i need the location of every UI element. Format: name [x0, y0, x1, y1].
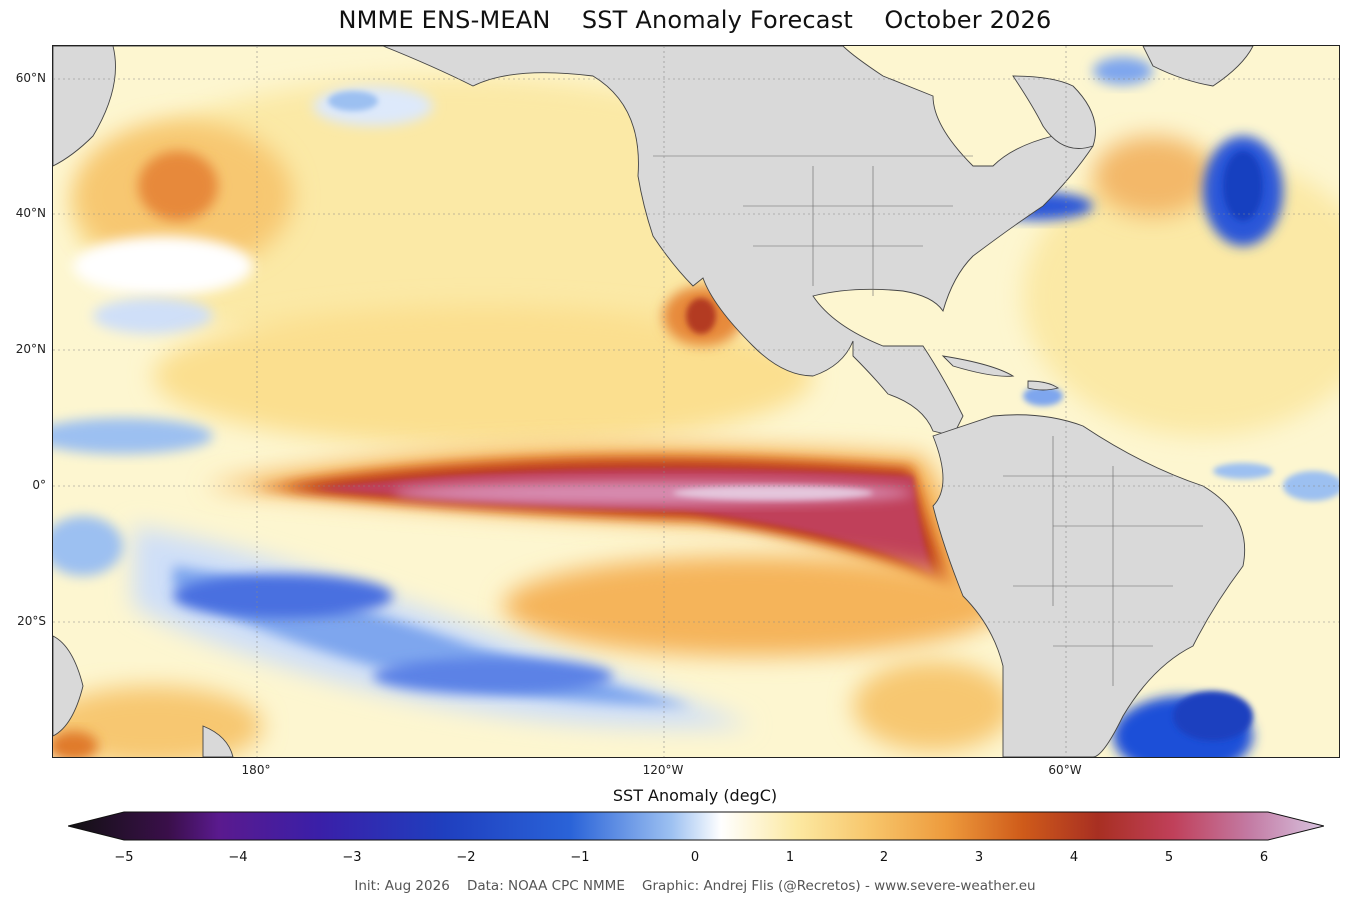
- lon-label-180: 180°: [241, 763, 271, 777]
- colorbar-tick: 6: [1259, 850, 1269, 865]
- map-title: NMME ENS-MEAN SST Anomaly Forecast Octob…: [338, 6, 1052, 34]
- colorbar-tick: −2: [456, 850, 476, 865]
- colorbar-tick: −1: [570, 850, 590, 865]
- colorbar-tick: −5: [114, 850, 134, 865]
- lat-label-20n: 20°N: [15, 342, 46, 356]
- lat-label-0: 0°: [32, 478, 46, 492]
- colorbar: [68, 811, 1324, 841]
- colorbar-tick: 0: [690, 850, 700, 865]
- colorbar-tick: 3: [974, 850, 984, 865]
- sst-anomaly-map: [52, 45, 1340, 758]
- lon-label-60w: 60°W: [1048, 763, 1082, 777]
- colorbar-tick: 2: [879, 850, 889, 865]
- colorbar-tick: 5: [1164, 850, 1174, 865]
- colorbar-title: SST Anomaly (degC): [612, 786, 778, 805]
- colorbar-tick: −4: [228, 850, 248, 865]
- map-svg: [53, 46, 1339, 757]
- lon-label-120w: 120°W: [642, 763, 684, 777]
- gridlines: [53, 46, 1339, 757]
- lat-label-20s: 20°S: [17, 614, 46, 628]
- lat-label-60n: 60°N: [15, 71, 46, 85]
- anomaly-field: [53, 57, 1339, 757]
- colorbar-gradient: [68, 811, 1324, 841]
- colorbar-tick: 1: [785, 850, 795, 865]
- colorbar-tick: −3: [342, 850, 362, 865]
- borders: [653, 155, 1203, 686]
- credit-line: Init: Aug 2026 Data: NOAA CPC NMME Graph…: [354, 878, 1036, 894]
- lat-label-40n: 40°N: [15, 206, 46, 220]
- colorbar-tick: 4: [1069, 850, 1079, 865]
